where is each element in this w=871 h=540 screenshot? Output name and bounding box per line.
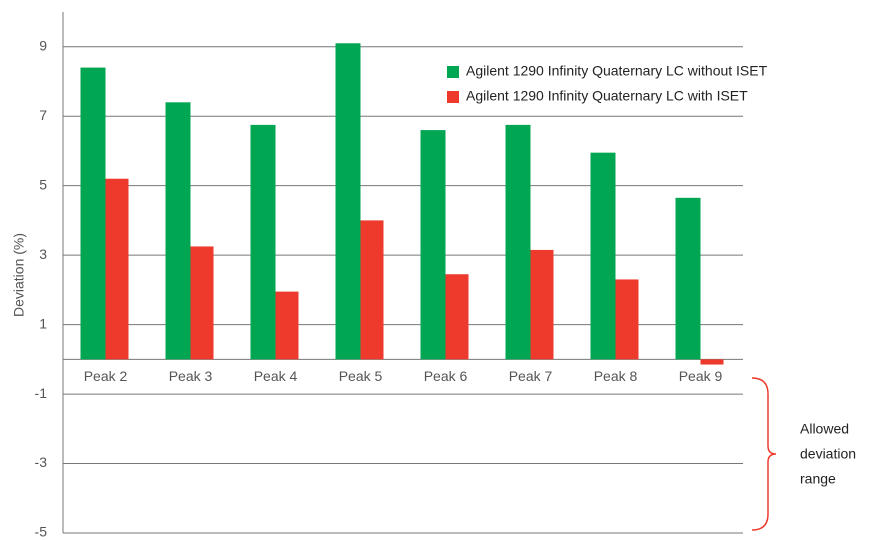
legend-label: Agilent 1290 Infinity Quaternary LC with… [466,63,768,79]
legend-swatch [447,66,459,78]
bar [250,124,276,360]
x-tick-label: Peak 7 [509,368,553,384]
x-tick-label: Peak 9 [679,368,723,384]
bar [335,43,361,360]
annotation: Allowed [800,421,849,437]
bar [360,220,384,360]
legend-swatch [447,91,459,103]
bar [530,249,554,360]
x-tick-label: Peak 6 [424,368,468,384]
bar [505,124,531,360]
bar [275,291,299,360]
bar [165,102,191,360]
bar [675,197,701,360]
y-tick-label: -1 [35,385,48,401]
x-tick-label: Peak 5 [339,368,383,384]
bar [190,246,214,360]
x-tick-label: Peak 8 [594,368,638,384]
annotation: deviation [800,446,856,462]
bracket [751,377,777,531]
y-tick-label: 3 [39,246,47,262]
bar [105,178,129,360]
y-tick-label: 7 [39,107,47,123]
bar [80,67,106,360]
legend-label: Agilent 1290 Infinity Quaternary LC with… [466,88,748,104]
bar [700,359,724,365]
y-tick-label: -3 [35,454,48,470]
y-tick-label: 1 [39,315,47,331]
y-tick-label: 5 [39,176,47,192]
x-tick-label: Peak 3 [169,368,213,384]
y-axis-label: Deviation (%) [11,233,27,317]
y-tick-label: 9 [39,37,47,53]
bar [615,279,639,360]
bar [445,274,469,360]
bar [590,152,616,360]
annotation: range [800,471,836,487]
bar [420,130,446,360]
x-tick-label: Peak 2 [84,368,128,384]
x-tick-label: Peak 4 [254,368,298,384]
y-tick-label: -5 [35,524,48,540]
